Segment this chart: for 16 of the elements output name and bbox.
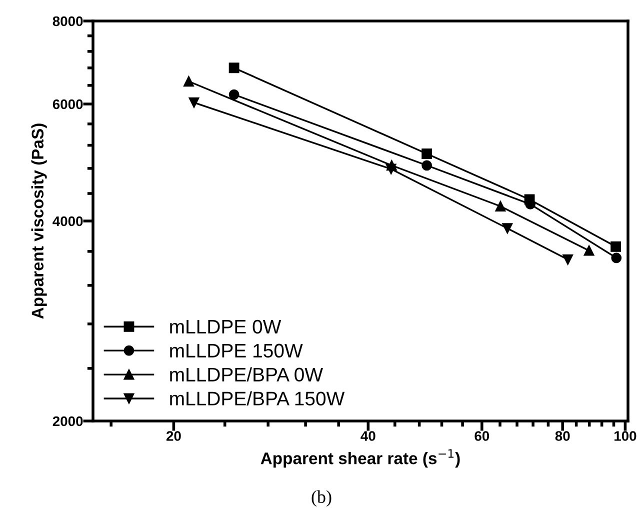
legend-label: mLLDPE/BPA 150W — [170, 391, 345, 406]
y-tick-label: 8000 — [52, 16, 83, 26]
x-tick-label: 20 — [166, 431, 181, 441]
legend-label: mLLDPE 0W — [170, 320, 282, 334]
y-tick-label: 6000 — [52, 99, 83, 110]
y-tick-label: 2000 — [52, 416, 83, 426]
x-tick-label: 40 — [360, 431, 376, 441]
legend-label: mLLDPE 150W — [170, 344, 303, 358]
text: (b) — [312, 490, 332, 507]
y-tick-label: 4000 — [52, 216, 83, 226]
x-axis-title: Apparent shear rate (s$^{−1}$) — [260, 449, 460, 468]
y-axis-title: Apparent viscosity (PaS) — [31, 124, 47, 319]
x-tick-label: 80 — [555, 431, 570, 441]
x-tick-label: 100 — [614, 431, 636, 441]
x-tick-label: 60 — [474, 431, 490, 441]
legend-label: mLLDPE/BPA 0W — [170, 367, 323, 382]
